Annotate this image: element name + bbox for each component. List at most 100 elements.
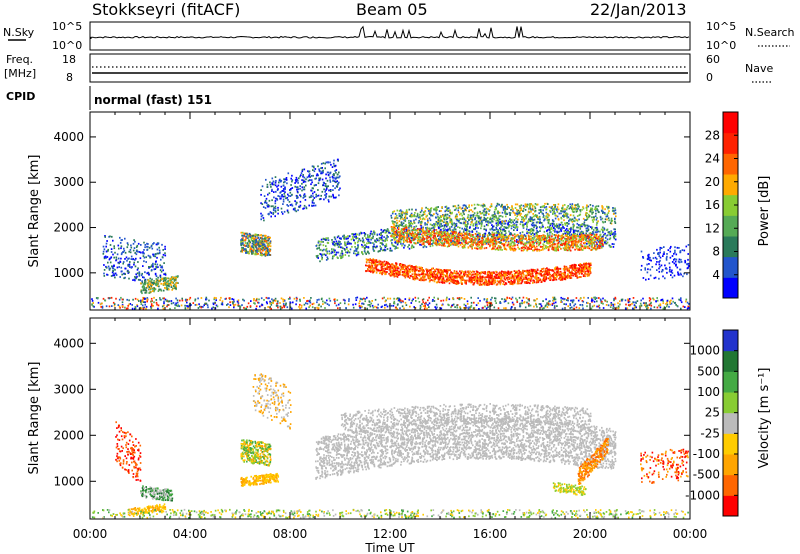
echo-cell: [456, 276, 458, 279]
echo-cell: [517, 233, 519, 236]
echo-cell: [587, 229, 590, 231]
echo-cell: [494, 281, 497, 284]
echo-cell: [485, 218, 488, 221]
echo-cell: [382, 269, 384, 272]
echo-cell: [368, 241, 370, 244]
echo-cell: [468, 273, 471, 275]
echo-cell: [564, 242, 567, 244]
echo-cell: [444, 230, 447, 233]
echo-cell: [516, 278, 518, 281]
echo-cell: [549, 273, 552, 276]
echo-cell: [497, 224, 499, 227]
echo-cell: [574, 270, 576, 273]
echo-cell: [450, 225, 453, 228]
echo-cell: [596, 221, 598, 224]
echo-cell: [419, 216, 421, 219]
echo-cell: [428, 217, 431, 220]
echo-cell: [391, 228, 393, 230]
echo-cell: [486, 238, 489, 241]
echo-cell: [475, 270, 478, 273]
echo-cell: [516, 272, 519, 275]
echo-cell: [504, 220, 507, 223]
echo-cell: [530, 270, 533, 273]
echo-cell: [553, 272, 555, 275]
echo-cell: [398, 240, 400, 243]
echo-cell: [502, 205, 504, 208]
echo-cell: [427, 219, 429, 222]
echo-cell: [363, 235, 366, 237]
echo-cell: [529, 218, 532, 220]
echo-cell: [509, 233, 511, 236]
echo-cell: [604, 213, 606, 216]
echo-cell: [455, 244, 458, 247]
echo-cell: [403, 219, 405, 222]
echo-cell: [543, 275, 546, 277]
echo-cell: [496, 238, 499, 241]
echo-cell: [573, 265, 575, 268]
echo-cell: [452, 229, 454, 232]
echo-cell: [589, 209, 592, 212]
echo-cell: [502, 274, 504, 277]
echo-cell: [355, 247, 357, 250]
echo-cell: [486, 234, 489, 237]
echo-cell: [585, 211, 587, 214]
echo-cell: [529, 207, 532, 210]
echo-cell: [485, 247, 488, 249]
echo-cell: [506, 237, 509, 240]
echo-cell: [556, 239, 558, 241]
echo-cell: [543, 247, 546, 250]
echo-cell: [434, 237, 436, 240]
echo-cell: [411, 239, 414, 242]
echo-cell: [331, 257, 334, 260]
echo-cell: [589, 240, 591, 243]
echo-cell: [566, 212, 568, 215]
echo-cell: [391, 243, 393, 246]
echo-cell: [479, 277, 482, 280]
echo-cell: [456, 219, 459, 222]
echo-cell: [445, 270, 447, 273]
echo-cell: [543, 237, 545, 240]
echo-cell: [424, 231, 426, 234]
echo-cell: [409, 277, 411, 279]
echo-cell: [361, 246, 364, 248]
echo-cell: [602, 245, 604, 248]
echo-cell: [430, 274, 433, 276]
echo-cell: [575, 245, 577, 248]
echo-cell: [573, 239, 575, 242]
echo-cell: [561, 221, 563, 224]
echo-cell: [319, 260, 321, 263]
echo-cell: [534, 276, 536, 279]
echo-cell: [576, 226, 578, 229]
echo-cell: [356, 233, 358, 236]
echo-cell: [325, 247, 328, 250]
echo-cell: [553, 227, 555, 229]
echo-cell: [353, 239, 355, 241]
echo-cell: [432, 240, 435, 242]
echo-cell: [549, 275, 551, 278]
echo-cell: [389, 265, 391, 268]
echo-cell: [426, 226, 429, 229]
echo-cell: [334, 249, 336, 252]
echo-cell: [427, 207, 429, 210]
echo-cell: [575, 273, 577, 276]
echo-cell: [501, 215, 504, 218]
echo-cell: [477, 217, 480, 220]
echo-cell: [577, 226, 579, 229]
echo-cell: [473, 212, 476, 214]
echo-cell: [569, 266, 571, 269]
echo-cell: [515, 223, 518, 226]
echo-cell: [530, 277, 532, 279]
echo-cell: [544, 236, 547, 239]
echo-cell: [403, 246, 405, 249]
echo-cell: [335, 240, 338, 243]
echo-cell: [505, 235, 508, 238]
echo-cell: [426, 235, 429, 238]
echo-cell: [385, 271, 388, 273]
echo-cell: [469, 276, 471, 279]
echo-cell: [578, 205, 580, 208]
echo-cell: [401, 274, 404, 276]
echo-cell: [436, 231, 438, 233]
echo-cell: [395, 245, 397, 248]
echo-cell: [538, 221, 540, 224]
echo-cell: [500, 278, 502, 281]
